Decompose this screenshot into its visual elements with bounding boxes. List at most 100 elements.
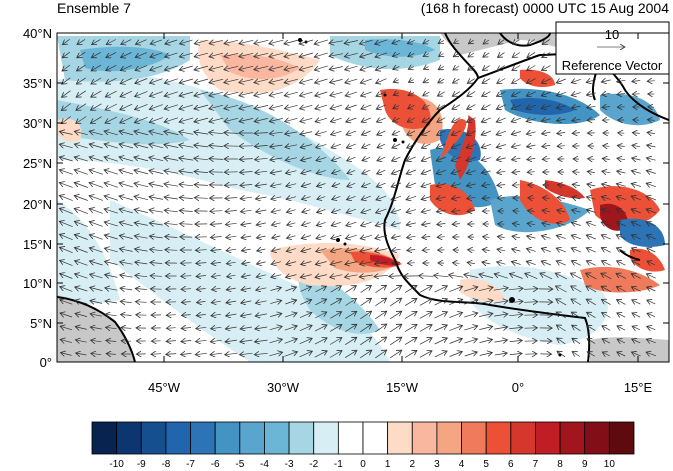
wind-vector (451, 144, 461, 148)
wind-vector (542, 39, 551, 44)
wind-vector (254, 66, 269, 69)
wind-vector (376, 91, 387, 97)
wind-vector (119, 157, 134, 162)
wind-vector (121, 328, 132, 329)
wind-vector (586, 80, 596, 83)
wind-vector (419, 351, 432, 358)
wind-vector (149, 197, 164, 200)
wind-vector (407, 263, 415, 264)
wind-vector (241, 288, 252, 290)
wind-vector (571, 286, 582, 293)
wind-vector (481, 131, 492, 135)
wind-vector (509, 353, 522, 354)
wind-vector (424, 67, 429, 70)
wind-vector (602, 352, 610, 356)
wind-vector (287, 223, 296, 225)
wind-vector (437, 92, 445, 96)
wind-vector (104, 157, 119, 162)
wind-vector (149, 131, 164, 135)
wind-vector (419, 276, 434, 277)
land-region (590, 337, 669, 362)
wind-vector (165, 237, 178, 238)
wind-vector (404, 298, 417, 306)
wind-vector (59, 170, 73, 175)
colorbar-swatch (313, 421, 339, 455)
wind-vector (286, 249, 296, 252)
wind-vector (482, 184, 491, 186)
wind-vector (196, 327, 207, 328)
colorbar-label: 2 (409, 459, 415, 470)
wind-vector (60, 274, 73, 279)
wind-vector (434, 275, 449, 276)
wind-vector (404, 324, 417, 332)
wind-vector (407, 131, 416, 135)
wind-vector (59, 208, 73, 215)
wind-vector (497, 171, 506, 173)
wind-vector (452, 92, 460, 97)
wind-vector (150, 276, 162, 277)
wind-vector (89, 170, 104, 175)
wind-vector (452, 105, 461, 110)
wind-vector (375, 298, 386, 307)
colorbar-swatch (436, 421, 462, 455)
colorbar-swatch (165, 421, 191, 455)
wind-vector (331, 157, 341, 160)
wind-vector (617, 313, 626, 317)
wind-vector (150, 249, 163, 250)
wind-vector (376, 118, 386, 122)
wind-vector (224, 92, 239, 95)
wind-vector (467, 262, 475, 263)
wind-vector (284, 66, 299, 70)
wind-vector (59, 221, 73, 228)
wind-vector (482, 262, 491, 264)
wind-vector (542, 159, 550, 160)
wind-vector (508, 288, 523, 289)
wind-vector (209, 79, 224, 83)
wind-vector (512, 65, 521, 71)
wind-vector (225, 327, 237, 329)
wind-vector (317, 184, 326, 187)
latitude-labels: 0° 5°N 10°N 15°N 20°N 25°N 30°N 35°N 40°… (23, 26, 52, 370)
reference-vector-legend: 10 Reference Vector (555, 21, 670, 75)
wind-vector (481, 144, 492, 147)
wind-vector (347, 183, 356, 186)
wind-vector (527, 39, 535, 44)
wind-vector (166, 341, 176, 342)
wind-vector (315, 92, 328, 96)
wind-vector (617, 300, 626, 305)
wind-vector (572, 197, 581, 199)
wind-vector (421, 197, 432, 200)
wind-vector (239, 53, 254, 56)
wind-vector (106, 52, 117, 57)
wind-vector (301, 236, 311, 239)
wind-vector (179, 117, 194, 122)
anomaly-region (80, 46, 170, 72)
wind-vector (571, 93, 581, 96)
wind-vector (391, 183, 402, 187)
wind-vector (557, 223, 566, 226)
wind-vector (255, 314, 267, 316)
wind-vector (149, 170, 164, 173)
wind-vector (299, 52, 314, 57)
wind-vector (361, 118, 372, 122)
wind-vector (74, 208, 88, 214)
colorbar-swatch (337, 421, 364, 455)
wind-vector (179, 91, 194, 96)
wind-vector (512, 249, 521, 251)
lat-label: 15°N (23, 237, 52, 252)
wind-vector (269, 79, 284, 82)
wind-vector (209, 53, 224, 57)
wind-vector (464, 274, 479, 277)
wind-vector (556, 248, 566, 252)
wind-vector (301, 262, 312, 265)
wind-vector (300, 287, 312, 292)
wind-vector (467, 197, 476, 198)
wind-vector (149, 91, 163, 97)
wind-vector (467, 79, 475, 84)
wind-vector (359, 275, 373, 277)
wind-vector (602, 313, 611, 318)
wind-vector (452, 118, 461, 123)
wind-vector (346, 196, 356, 199)
wind-vector (330, 286, 342, 293)
wind-vector (255, 171, 268, 173)
